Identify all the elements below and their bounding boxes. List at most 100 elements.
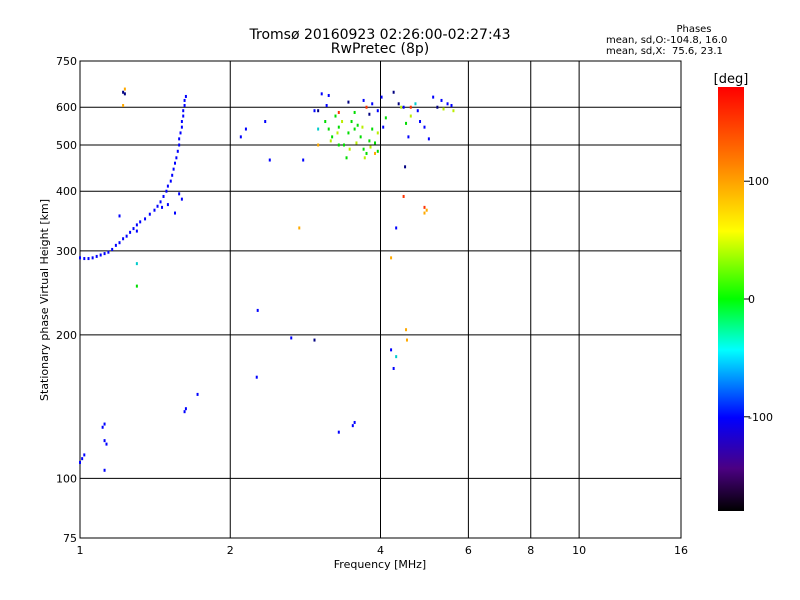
data-point [101, 425, 104, 429]
data-point [99, 253, 102, 257]
data-point [337, 125, 340, 129]
y-axis-ticks: 75 100 200 300 400 500 600 750 [56, 55, 77, 545]
data-point [371, 102, 374, 106]
y-tick-label: 200 [56, 329, 77, 342]
data-point [182, 109, 185, 113]
data-point [368, 112, 371, 116]
data-point [313, 338, 316, 342]
data-point [122, 90, 125, 94]
data-point [390, 256, 393, 260]
data-point [382, 125, 385, 129]
data-point [290, 336, 293, 340]
data-point [264, 120, 267, 124]
data-point [302, 158, 305, 162]
data-point [405, 328, 408, 332]
data-point [122, 104, 125, 108]
data-point [374, 151, 377, 155]
data-point [255, 375, 258, 379]
data-point [425, 208, 428, 212]
data-point [162, 194, 165, 198]
data-point [355, 141, 358, 145]
data-point [365, 105, 368, 109]
data-point [405, 121, 408, 125]
x-tick-label: 4 [377, 544, 384, 557]
data-point [400, 105, 403, 109]
data-point [334, 114, 337, 118]
data-point [132, 227, 135, 231]
data-point [427, 137, 430, 141]
data-point [118, 241, 121, 245]
colorbar-tick-label: 0 [748, 293, 755, 306]
phases-info-box: Phases mean, sd,O:-104.8, 16.0 mean, sd,… [606, 24, 782, 57]
data-point [95, 254, 98, 258]
data-point [81, 457, 84, 461]
data-point [103, 439, 106, 443]
y-tick-label: 100 [56, 472, 77, 485]
data-point [180, 125, 183, 129]
data-point [362, 147, 365, 151]
x-axis-label: Frequency [MHz] [334, 558, 426, 571]
y-tick-label: 400 [56, 185, 77, 198]
data-point [122, 237, 125, 241]
data-point [384, 116, 387, 120]
data-point [173, 211, 176, 215]
data-point [450, 104, 453, 108]
chart-title: Tromsø 20160923 02:26:00-02:27:43 [249, 27, 511, 43]
colorbar-unit-label: [deg] [714, 72, 749, 87]
data-point [179, 131, 182, 135]
data-point [402, 194, 405, 198]
data-points [79, 87, 455, 472]
data-point [395, 226, 398, 230]
data-point [135, 284, 138, 288]
data-point [166, 184, 169, 188]
data-point [173, 161, 176, 165]
data-point [419, 120, 422, 124]
y-tick-label: 600 [56, 101, 77, 114]
data-point [83, 453, 86, 457]
data-point [184, 407, 187, 411]
data-point [325, 104, 328, 108]
data-point [313, 109, 316, 113]
data-point [442, 107, 445, 111]
data-point [176, 149, 179, 153]
data-point [256, 308, 259, 312]
data-point [317, 127, 320, 131]
data-point [103, 422, 106, 426]
data-point [123, 92, 126, 96]
data-point [180, 120, 183, 124]
data-point [172, 167, 175, 171]
data-point [184, 94, 187, 98]
y-axis-label: Stationary phase Virtual Height [km] [38, 199, 51, 401]
data-point [337, 143, 340, 147]
data-point [148, 212, 151, 216]
data-point [423, 211, 426, 215]
data-point [446, 102, 449, 106]
data-point [404, 165, 407, 169]
data-point [337, 110, 340, 114]
data-point [317, 109, 320, 113]
data-point [353, 110, 356, 114]
data-point [178, 143, 181, 147]
data-point [369, 145, 372, 149]
data-point [409, 114, 412, 118]
data-point [327, 93, 330, 97]
data-point [402, 105, 405, 109]
data-point [395, 355, 398, 359]
phases-line-x: mean, sd,X: 75.6, 23.1 [606, 46, 723, 57]
data-point [374, 141, 377, 145]
colorbar-tick-label: 100 [748, 175, 769, 188]
data-point [376, 149, 379, 153]
data-point [397, 102, 400, 106]
data-point [436, 105, 439, 109]
x-tick-label: 1 [77, 544, 84, 557]
data-point [452, 109, 455, 113]
x-tick-label: 16 [674, 544, 688, 557]
data-point [123, 87, 126, 91]
data-point [341, 120, 344, 124]
data-point [91, 256, 94, 260]
data-point [392, 366, 395, 370]
data-point [135, 262, 138, 266]
data-point [153, 208, 156, 212]
data-point [362, 98, 365, 102]
data-point [432, 95, 435, 99]
